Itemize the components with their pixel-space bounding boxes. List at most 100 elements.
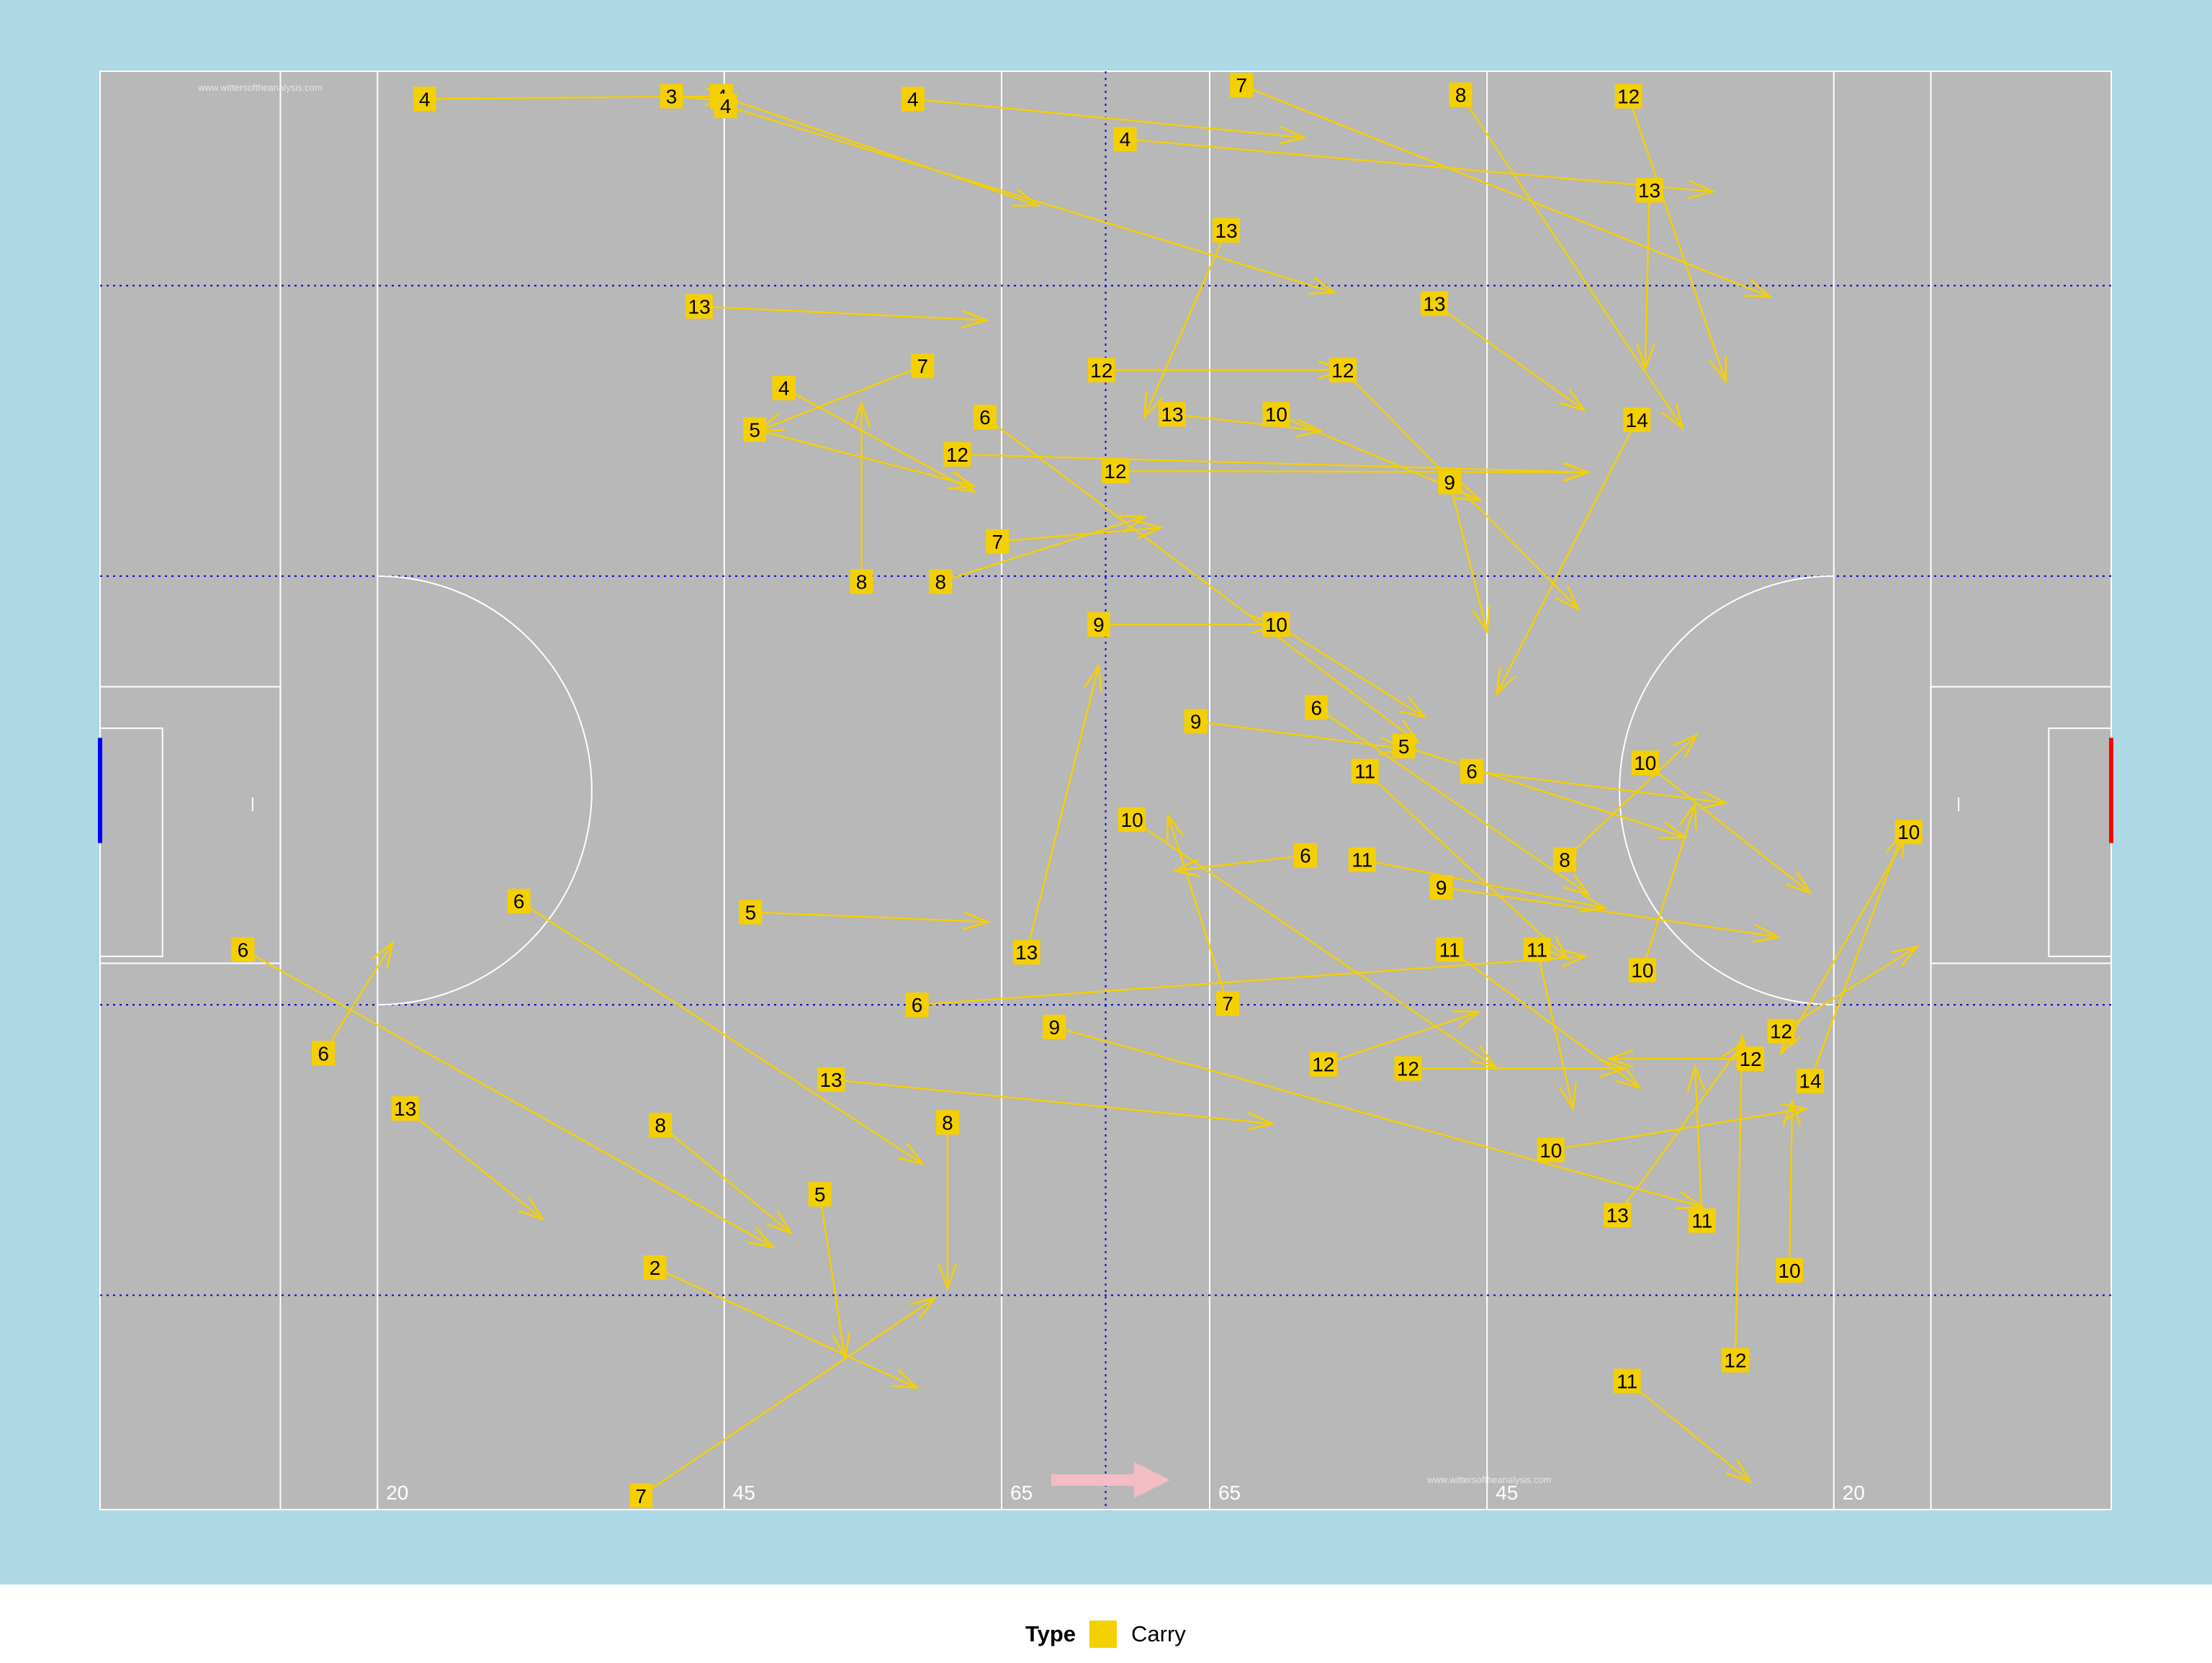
- carry-label: 14: [1799, 1070, 1821, 1093]
- carry-label: 12: [1090, 359, 1112, 382]
- carry-label-box: [1797, 1068, 1825, 1093]
- carry-arrow: [1617, 1039, 1745, 1216]
- yard-label: 20: [386, 1482, 408, 1504]
- carry-label: 10: [1897, 821, 1920, 843]
- carry-label: 13: [1638, 179, 1660, 202]
- carry-label-box: [1158, 402, 1186, 427]
- carry-arrow: [1780, 945, 1920, 1032]
- carry-label: 3: [666, 86, 678, 108]
- legend-entry-label: Carry: [1131, 1621, 1186, 1646]
- carry-label: 8: [1559, 849, 1570, 871]
- carry-label: 2: [649, 1257, 661, 1279]
- carry-label-box: [1628, 958, 1656, 983]
- carry-label-box: [1262, 612, 1290, 637]
- carry-label-box: [507, 889, 531, 914]
- carry-label: 7: [917, 355, 928, 377]
- carry-label-box: [643, 1255, 667, 1280]
- carry-arrow: [1316, 707, 1591, 896]
- carry-label: 10: [1121, 809, 1143, 831]
- carry-arrow: [242, 949, 775, 1249]
- carry-arrow: [1686, 1064, 1706, 1221]
- carry-label-box: [714, 94, 737, 119]
- carry-arrow: [1495, 419, 1638, 696]
- carry-label-box: [1721, 1348, 1749, 1373]
- carry-label: 11: [1527, 938, 1547, 961]
- carry-label: 8: [655, 1114, 666, 1137]
- carry-arrow: [1362, 859, 1608, 913]
- carry-arrow: [1323, 1010, 1482, 1065]
- carry-label: 10: [1634, 752, 1656, 774]
- carry-label: 9: [1444, 471, 1455, 493]
- carry-label-box: [850, 569, 873, 594]
- carry-label-box: [1460, 758, 1484, 784]
- carry-arrow: [756, 364, 923, 432]
- carry-label-box: [1087, 357, 1115, 382]
- yard-label: 65: [1218, 1482, 1241, 1504]
- carry-label: 8: [942, 1111, 953, 1134]
- carry-label-box: [1394, 1056, 1422, 1081]
- carry-label-box: [817, 1067, 845, 1092]
- carry-label: 10: [1631, 959, 1653, 982]
- carry-label-box: [1553, 847, 1577, 872]
- carry-label: 6: [1300, 845, 1311, 867]
- carry-label: 4: [907, 88, 919, 110]
- carry-arrow: [660, 1124, 793, 1235]
- carry-arrow: [917, 949, 1588, 1006]
- carry-label: 6: [318, 1042, 329, 1064]
- carry-label: 8: [1455, 84, 1467, 107]
- carry-label-box: [901, 86, 925, 112]
- direction-arrow-head: [1134, 1462, 1170, 1498]
- carry-label: 13: [1423, 293, 1445, 315]
- carry-arrow: [754, 429, 977, 490]
- carry-arrow: [1025, 663, 1102, 953]
- carry-arrow: [1143, 230, 1228, 420]
- carry-label: 6: [1310, 696, 1322, 719]
- right-large-box: [1930, 686, 2111, 964]
- carry-arrow: [640, 1296, 938, 1497]
- carry-arrow: [1627, 96, 1727, 384]
- carry-arrow: [721, 95, 1040, 207]
- carry-arrow: [699, 305, 989, 329]
- carry-label: 13: [394, 1098, 416, 1120]
- carry-arrow: [1471, 770, 1729, 810]
- carry-arrow: [912, 98, 1307, 145]
- carry-arrow: [1449, 482, 1491, 635]
- carry-label: 11: [1354, 761, 1375, 783]
- carry-label: 6: [513, 890, 525, 913]
- carry-label-box: [1230, 73, 1254, 98]
- carry-arrow: [1641, 801, 1697, 971]
- carry-label-box: [1523, 937, 1551, 962]
- carry-label: 13: [1215, 220, 1238, 242]
- yard-label: 45: [733, 1482, 755, 1504]
- right-small-box: [2048, 727, 2111, 957]
- carry-label: 9: [1436, 877, 1447, 899]
- carry-label: 11: [1352, 849, 1372, 871]
- carry-arrow: [405, 1108, 545, 1222]
- carry-arrow: [1809, 829, 1905, 1082]
- carry-label: 12: [1740, 1048, 1762, 1070]
- left-arc: [377, 575, 593, 1006]
- carry-label: 4: [1120, 128, 1131, 151]
- carry-arrow: [1053, 1026, 1705, 1210]
- carry-label-box: [1436, 937, 1464, 962]
- carry-label-box: [231, 937, 255, 962]
- carry-label: 12: [1397, 1057, 1419, 1080]
- carry-label: 11: [1439, 938, 1460, 961]
- carry-label-box: [649, 1113, 673, 1138]
- carry-arrow: [1241, 84, 1773, 298]
- carry-label-box: [739, 900, 763, 925]
- carry-label-box: [905, 992, 929, 1018]
- carry-label: 7: [1222, 992, 1233, 1015]
- carry-label-box: [1351, 758, 1379, 784]
- carry-label-box: [1604, 1202, 1632, 1227]
- carry-label-box: [1776, 1258, 1804, 1283]
- carry-arrow: [1732, 1034, 1752, 1361]
- carry-arrow: [819, 1194, 851, 1361]
- carry-arrow: [1779, 831, 1910, 1056]
- carry-label: 10: [1779, 1260, 1801, 1282]
- carry-arrow: [750, 911, 991, 931]
- carry-label: 6: [912, 994, 923, 1016]
- carry-label: 11: [1617, 1370, 1637, 1392]
- carry-label-box: [629, 1483, 653, 1508]
